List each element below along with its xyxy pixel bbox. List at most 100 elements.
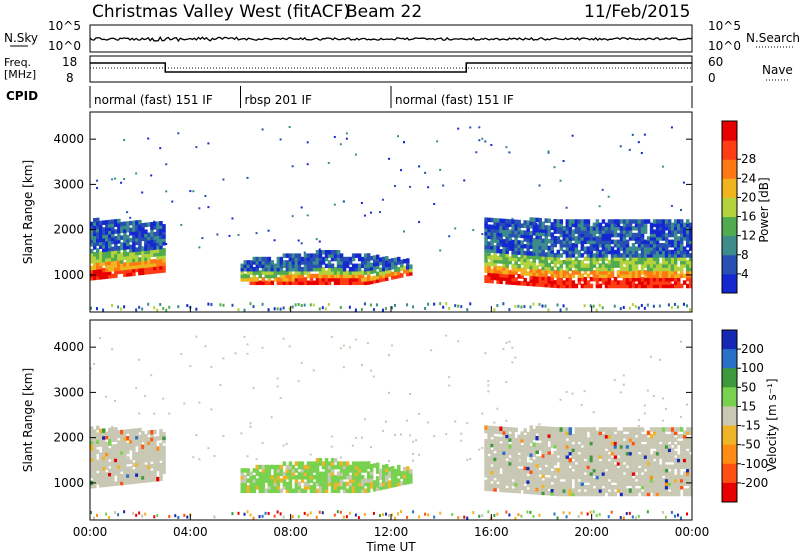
echo-cell (285, 471, 290, 477)
echo-cell (366, 484, 371, 490)
echo-cell (276, 471, 281, 477)
echo-cell (631, 450, 636, 456)
echo-cell (514, 441, 518, 446)
echo-cell (496, 259, 500, 264)
echo-cell (120, 453, 124, 459)
echo-cell (613, 249, 618, 255)
echo-cell (523, 475, 527, 481)
echo-cell (505, 464, 509, 469)
echo-point (354, 153, 357, 156)
echo-cell (264, 478, 269, 483)
echo-cell (676, 461, 681, 466)
echo-cell (673, 280, 678, 285)
echo-cell (366, 461, 371, 466)
echo-cell (643, 478, 648, 483)
echo-cell (252, 478, 257, 483)
echo-point (643, 306, 646, 310)
echo-point (195, 146, 198, 149)
echo-cell (631, 488, 636, 493)
echo-cell (144, 259, 148, 265)
echo-cell (120, 477, 124, 482)
echo-cell (487, 278, 491, 284)
echo-point (126, 211, 129, 214)
echo-point (478, 448, 481, 451)
echo-cell (306, 478, 311, 483)
echo-point (478, 514, 481, 518)
echo-cell (108, 263, 112, 269)
echo-cell (580, 471, 585, 476)
echo-cell (673, 232, 678, 238)
echo-cell (661, 461, 666, 466)
echo-point (204, 345, 207, 348)
echo-point (189, 364, 192, 367)
echo-cell (490, 459, 494, 465)
echo-cell (613, 467, 618, 473)
echo-cell (117, 269, 121, 275)
echo-cell (628, 430, 633, 436)
echo-cell (565, 467, 570, 473)
cpid-segment-label: rbsp 201 IF (245, 93, 312, 107)
echo-cell (520, 250, 524, 256)
echo-cell (276, 474, 281, 480)
echo-point (427, 302, 430, 306)
echo-cell (517, 226, 521, 232)
echo-cell (400, 262, 404, 268)
echo-cell (685, 232, 690, 238)
echo-cell (583, 447, 588, 453)
echo-cell (655, 464, 660, 470)
echo-cell (394, 472, 398, 477)
echo-cell (336, 464, 341, 470)
echo-point (168, 305, 171, 309)
echo-cell (297, 481, 302, 487)
echo-cell (565, 229, 570, 234)
echo-point (354, 513, 357, 517)
echo-cell (646, 447, 651, 453)
echo-cell (366, 263, 371, 268)
echo-cell (676, 454, 681, 459)
echo-cell (547, 283, 552, 288)
echo-cell (592, 471, 597, 476)
echo-cell (601, 434, 606, 439)
echo-cell (108, 475, 112, 480)
echo-cell (312, 474, 317, 480)
echo-cell (580, 273, 585, 279)
echo-cell (568, 440, 573, 446)
echo-cell (387, 262, 392, 267)
echo-cell (258, 273, 263, 279)
echo-cell (526, 438, 530, 444)
echo-cell (607, 464, 612, 470)
echo-cell (523, 244, 527, 249)
echo-cell (108, 427, 112, 433)
echo-cell (616, 467, 621, 473)
echo-cell (240, 471, 244, 477)
echo-cell (306, 474, 311, 480)
echo-cell (508, 229, 512, 234)
echo-point (105, 512, 108, 516)
echo-cell (381, 277, 386, 282)
echo-cell (574, 491, 579, 497)
echo-cell (592, 481, 597, 487)
echo-cell (99, 244, 103, 250)
echo-cell (613, 239, 618, 245)
echo-cell (156, 268, 160, 274)
echo-cell (685, 229, 690, 234)
echo-cell (562, 481, 567, 487)
colorbar-tick-label: -50 (741, 438, 761, 452)
echo-cell (129, 445, 133, 451)
echo-point (246, 176, 249, 179)
echo-cell (240, 481, 244, 487)
echo-cell (330, 250, 335, 255)
echo-cell (351, 478, 356, 483)
echo-cell (532, 261, 536, 267)
echo-cell (598, 437, 603, 442)
echo-cell (141, 458, 145, 463)
colorbar-tick-label: 16 (741, 210, 756, 224)
echo-cell (622, 491, 627, 497)
echo-point (568, 336, 571, 339)
echo-cell (673, 266, 678, 272)
echo-cell (144, 471, 148, 476)
echo-cell (147, 256, 151, 261)
echo-point (369, 211, 372, 214)
echo-cell (655, 283, 660, 289)
echo-cell (574, 427, 579, 432)
